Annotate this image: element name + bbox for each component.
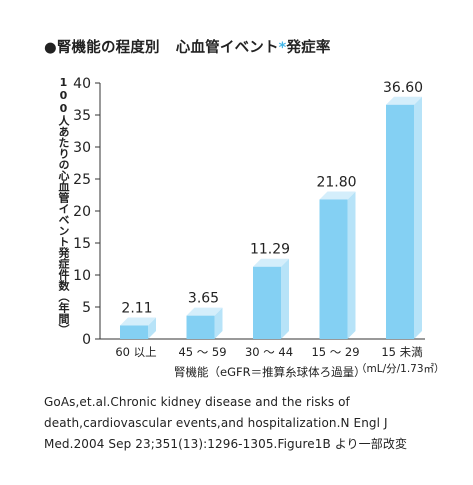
y-tick-label: 25 bbox=[73, 172, 91, 188]
title-suffix: 発症率 bbox=[286, 40, 331, 56]
y-tick-label: 0 bbox=[82, 332, 91, 348]
bar-side bbox=[148, 317, 156, 339]
y-tick-label: 15 bbox=[73, 236, 91, 252]
bar-top bbox=[386, 96, 422, 105]
bar-front bbox=[319, 199, 348, 339]
bar-value-label: 3.65 bbox=[188, 291, 219, 307]
x-category-label: 45 ～ 59 bbox=[178, 345, 226, 359]
bar-side bbox=[414, 96, 422, 339]
x-category-label: 60 以上 bbox=[115, 345, 156, 359]
y-tick-label: 35 bbox=[73, 108, 91, 124]
bar-top bbox=[186, 307, 223, 316]
y-tick-label: 10 bbox=[73, 268, 91, 284]
bar-front bbox=[386, 104, 414, 339]
x-axis-unit: （mL/分/1.73㎡） bbox=[356, 363, 445, 375]
bar-3 bbox=[253, 258, 289, 339]
bar-2 bbox=[186, 307, 223, 339]
chart-title: ●腎機能の程度別 心血管イベント*発症率 bbox=[44, 36, 331, 57]
x-axis-label: 腎機能（eGFR＝推算糸球体ろ過量） bbox=[174, 365, 366, 379]
title-prefix: ●腎機能の程度別 bbox=[44, 40, 160, 56]
bar-top bbox=[319, 191, 356, 200]
x-category-label: 15 未満 bbox=[381, 345, 422, 359]
bar-1 bbox=[120, 317, 156, 339]
bar-value-label: 11.29 bbox=[250, 242, 290, 258]
y-tick-label: 40 bbox=[73, 76, 91, 92]
source-caption: GoAs,et.al.Chronic kidney disease and th… bbox=[44, 392, 407, 455]
bar-side bbox=[281, 258, 289, 339]
bar-4 bbox=[319, 191, 356, 339]
bar-side bbox=[214, 307, 223, 339]
y-axis-label: 100人あたりの心血管イベント発症件数（年間） bbox=[57, 76, 70, 335]
caption-line: death,cardiovascular events,and hospital… bbox=[44, 416, 388, 430]
title-asterisk: * bbox=[278, 40, 287, 56]
bar-front bbox=[253, 266, 281, 339]
bar-front bbox=[120, 325, 148, 339]
x-category-label: 30 ～ 44 bbox=[245, 345, 293, 359]
y-tick-label: 20 bbox=[73, 204, 91, 220]
bar-side bbox=[347, 191, 356, 339]
bar-value-label: 36.60 bbox=[383, 80, 423, 96]
bar-front bbox=[186, 315, 215, 339]
bar-top bbox=[253, 258, 289, 267]
caption-line: GoAs,et.al.Chronic kidney disease and th… bbox=[44, 395, 350, 409]
x-category-label: 15 ～ 29 bbox=[311, 345, 359, 359]
caption-line: Med.2004 Sep 23;351(13):1296-1305.Figure… bbox=[44, 437, 408, 451]
y-tick-label: 5 bbox=[82, 300, 91, 316]
bar-value-label: 21.80 bbox=[316, 174, 356, 190]
bar-top bbox=[120, 317, 156, 326]
bar-value-label: 2.11 bbox=[121, 300, 152, 316]
title-main: 心血管イベント bbox=[175, 40, 279, 56]
y-tick-label: 30 bbox=[73, 140, 91, 156]
bar-5 bbox=[386, 96, 422, 339]
